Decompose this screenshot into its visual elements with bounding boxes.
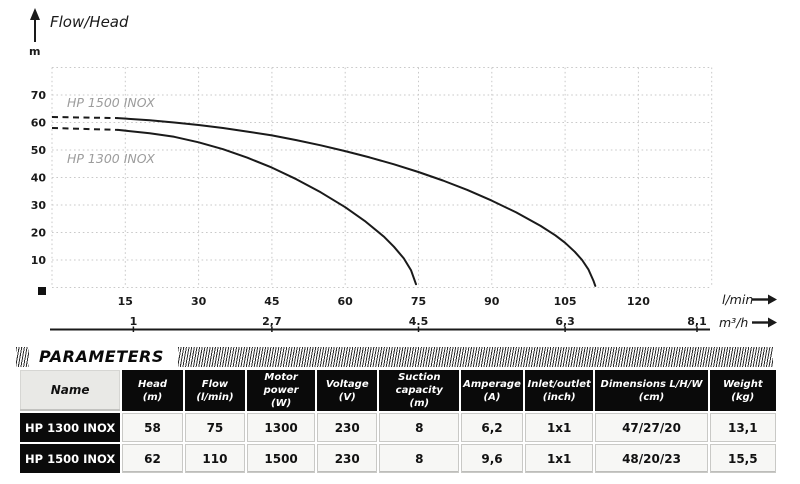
column-unit: (l/min) [196,391,234,403]
column-unit: (m) [409,398,430,409]
table-row: HP 1500 INOX 62 110 1500 230 8 9,6 1x1 48/20/23 1… [20,444,776,473]
column-unit: (m) [142,391,163,403]
column-label: Weight [722,378,763,390]
cell-value: 62 [122,444,183,473]
x2-tick: 6,3 [555,315,575,328]
column-unit: (V) [338,391,356,403]
cell-value: 8 [379,413,460,442]
parameters-title: PARAMETERS [29,347,178,367]
column-header: Inlet/outlet (inch) [524,370,594,411]
x2-tick: 1 [130,315,138,328]
curve-dash-hp1500 [51,116,119,120]
column-header: Head (m) [122,370,183,411]
column-label: Head [137,378,167,390]
y-tick: 40 [31,172,47,185]
chart-title: Flow/Head [50,13,129,31]
x-tick: 15 [118,295,133,308]
column-label: Voltage [325,378,369,390]
x-tick: 105 [554,295,577,308]
cell-value: 1500 [247,444,315,473]
column-label: Suction capacity [395,372,443,396]
column-unit: (kg) [731,391,755,403]
column-header: Dimensions L/H/W (cm) [595,370,708,411]
column-header: Motor power (W) [247,370,315,411]
y-tick: 30 [31,199,47,212]
parameters-band: PARAMETERS [16,347,773,367]
cell-value: 75 [184,413,246,442]
column-header: Name [20,370,121,411]
cell-value: 1x1 [524,413,594,442]
cell-value: 1300 [247,413,315,442]
x-axis-unit: l/min [722,292,753,307]
cell-value: 6,2 [461,413,523,442]
y-tick: 10 [31,254,47,267]
y-axis-unit: m [29,45,40,58]
column-header: Amperage (A) [461,370,523,411]
column-label: Inlet/outlet [527,378,591,390]
x-tick: 60 [338,295,354,308]
flow-head-chart: Flow/Head m 70 60 50 40 30 20 10 HP 1500… [29,8,777,332]
column-label: Motor power [263,372,299,396]
arrow-up-icon [30,8,40,42]
cell-value: 9,6 [461,444,523,473]
x-tick: 75 [411,295,426,308]
x-tick: 30 [191,295,207,308]
cell-value: 1x1 [524,444,594,473]
column-label: Amperage [463,378,521,390]
curve-hp1500 [117,117,597,287]
x2-tick: 2,7 [262,315,282,328]
y-tick: 20 [31,227,47,240]
cell-value: 58 [122,413,183,442]
column-header: Weight (kg) [709,370,776,411]
column-label: Flow [201,378,229,390]
cell-pump-name: HP 1300 INOX [20,413,121,442]
cell-value: 13,1 [709,413,776,442]
cell-pump-name: HP 1500 INOX [20,444,121,473]
series-label-hp1300: HP 1300 INOX [67,151,155,166]
curve-hp1300 [117,128,417,286]
column-header: Suction capacity (m) [379,370,460,411]
parameters-table: Name Head (m) Flow (l/min) Motor power (W) Volt… [18,368,778,475]
cell-value: 8 [379,444,460,473]
cell-value: 230 [317,413,378,442]
x-tick: 45 [264,295,279,308]
column-header: Voltage (V) [317,370,378,411]
x2-axis-unit: m³/h [719,315,748,330]
column-unit: (cm) [638,391,665,403]
y-tick: 70 [31,89,47,102]
cell-value: 48/20/23 [595,444,708,473]
cell-value: 47/27/20 [595,413,708,442]
x2-axis-ticks [132,326,698,332]
series-label-hp1500: HP 1500 INOX [67,95,155,110]
curve-dash-hp1300 [51,127,119,131]
cell-value: 230 [317,444,378,473]
table-row: HP 1300 INOX 58 75 1300 230 8 6,2 1x1 47/27/20 13… [20,413,776,442]
cell-value: 15,5 [709,444,776,473]
x2-tick: 8,1 [687,315,707,328]
y-tick: 60 [31,117,47,130]
column-label: Dimensions L/H/W [600,378,703,390]
x2-tick: 4.5 [409,315,429,328]
column-unit: (A) [483,391,501,403]
grid-lines [51,67,713,288]
column-header: Flow (l/min) [184,370,246,411]
column-label: Name [50,382,90,397]
arrow-right-icon [752,317,777,328]
column-unit: (W) [271,398,292,409]
column-unit: (inch) [542,391,576,403]
y-tick: 50 [31,144,47,157]
origin-marker [38,287,46,295]
table-header-row: Name Head (m) Flow (l/min) Motor power (W) Volt… [20,370,776,411]
hatch-square-decoration [16,347,29,367]
x-tick: 90 [484,295,500,308]
x-tick: 120 [627,295,650,308]
arrow-right-icon [752,294,777,305]
cell-value: 110 [184,444,246,473]
hatch-stripe-decoration [177,347,773,367]
